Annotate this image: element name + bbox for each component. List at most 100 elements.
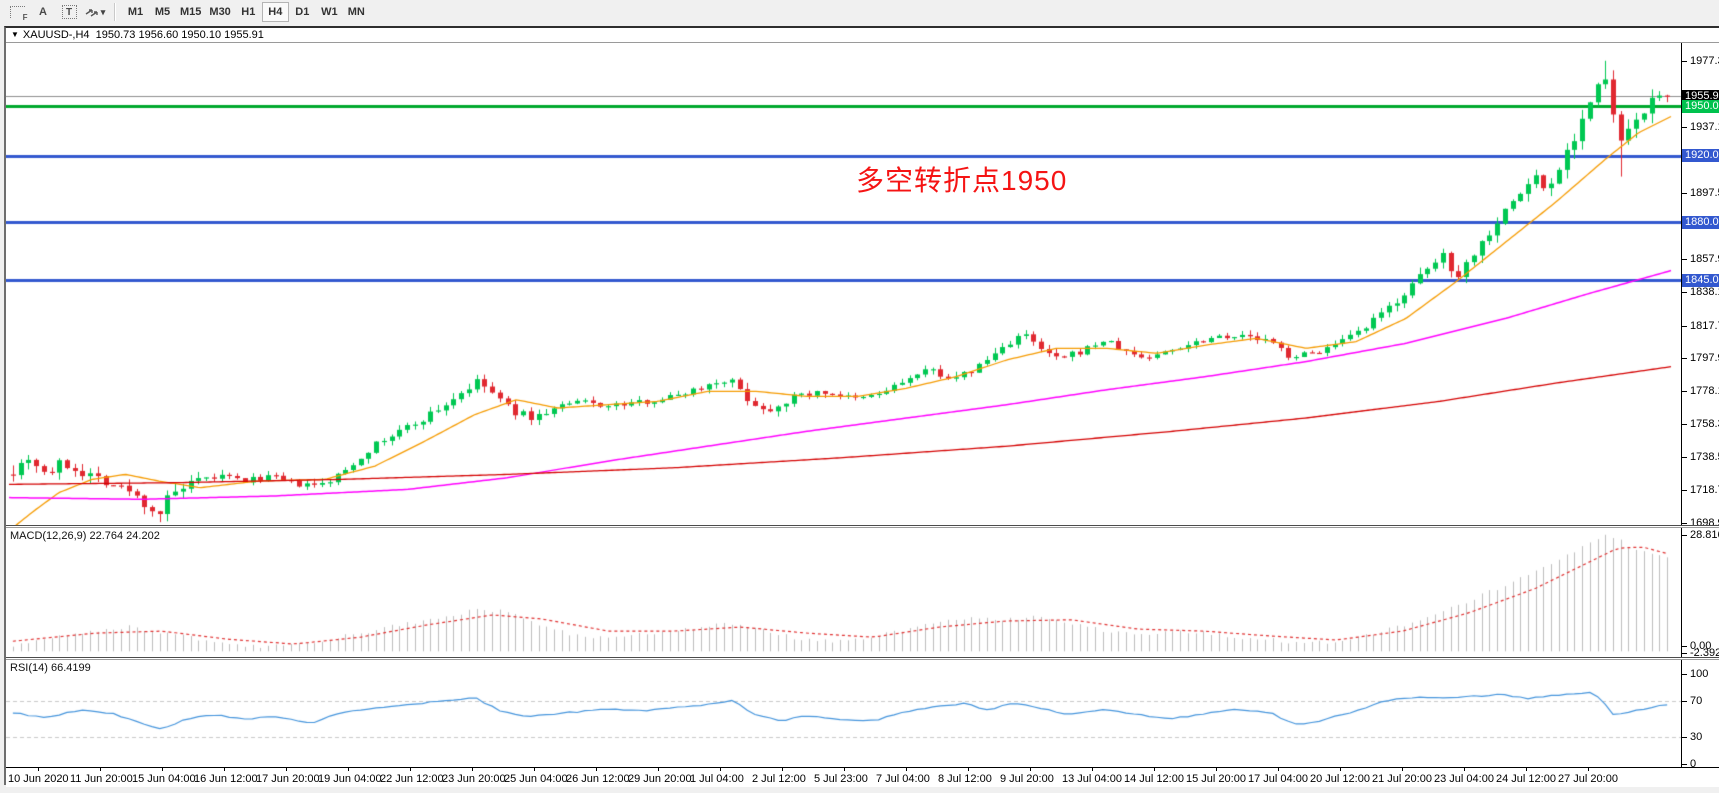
price-axis[interactable]: 1977.30 1937.10 1897.50 1857.90 1838.10 1817.… bbox=[1681, 43, 1719, 525]
date-tick bbox=[1154, 768, 1155, 771]
price-tick-label: 1797.90 bbox=[1682, 352, 1719, 364]
date-label: 15 Jun 04:00 bbox=[132, 773, 196, 785]
arrows-style-icon[interactable]: ▾ bbox=[82, 2, 108, 22]
price-badge: 1955.91 bbox=[1682, 89, 1719, 103]
macd-tick-label: 28.816 bbox=[1682, 529, 1719, 541]
macd-tick-label: 0.00 bbox=[1682, 640, 1711, 652]
date-label: 5 Jul 23:00 bbox=[814, 773, 868, 785]
timeframe-w1-button[interactable]: W1 bbox=[316, 2, 343, 22]
rsi-axis: 100 70 30 0 bbox=[1681, 660, 1719, 767]
timeframe-mn-button[interactable]: MN bbox=[343, 2, 370, 22]
price-tick-label: 1738.50 bbox=[1682, 451, 1719, 463]
top-toolbar: F A T ▾ M1 M5 M15 M30 H1 H4 D1 W1 MN bbox=[0, 0, 1719, 24]
collapse-triangle-icon[interactable]: ▼ bbox=[11, 30, 19, 39]
date-tick bbox=[596, 768, 597, 771]
rsi-tick-label: 100 bbox=[1682, 668, 1708, 680]
rsi-panel: RSI(14) 66.4199 100 70 30 0 bbox=[6, 660, 1719, 767]
rsi-label: RSI(14) 66.4199 bbox=[10, 662, 91, 674]
price-annotation-text: 多空转折点1950 bbox=[856, 165, 1068, 196]
date-label: 23 Jul 04:00 bbox=[1434, 773, 1494, 785]
rsi-tick-label: 30 bbox=[1682, 731, 1702, 743]
timeframe-h4-button[interactable]: H4 bbox=[261, 2, 289, 22]
date-tick bbox=[658, 768, 659, 771]
main-price-panel: 多空转折点1950 1977.30 1937.10 1897.50 1857.90 18… bbox=[6, 43, 1719, 525]
timeframe-m15-button[interactable]: M15 bbox=[176, 2, 205, 22]
date-tick bbox=[534, 768, 535, 771]
date-tick bbox=[286, 768, 287, 771]
date-tick bbox=[1588, 768, 1589, 771]
rsi-tick-label: 70 bbox=[1682, 695, 1702, 707]
price-badge: 1845.00 bbox=[1682, 273, 1719, 287]
date-label: 24 Jul 12:00 bbox=[1496, 773, 1556, 785]
date-tick bbox=[100, 768, 101, 771]
date-tick bbox=[410, 768, 411, 771]
price-tick-label: 1897.50 bbox=[1682, 187, 1719, 199]
date-tick bbox=[348, 768, 349, 771]
price-tick-label: 1718.70 bbox=[1682, 484, 1719, 496]
date-label: 17 Jul 04:00 bbox=[1248, 773, 1308, 785]
date-tick bbox=[1278, 768, 1279, 771]
rsi-canvas[interactable] bbox=[6, 660, 1682, 767]
date-tick bbox=[906, 768, 907, 771]
timeframe-m5-button[interactable]: M5 bbox=[149, 2, 176, 22]
price-badge: 1880.00 bbox=[1682, 215, 1719, 229]
price-tick-label: 1838.10 bbox=[1682, 286, 1719, 298]
date-label: 20 Jul 12:00 bbox=[1310, 773, 1370, 785]
date-tick bbox=[720, 768, 721, 771]
chart-window: ▼ XAUUSD-,H4 1950.73 1956.60 1950.10 195… bbox=[4, 26, 1719, 789]
price-tick-label: 1977.30 bbox=[1682, 55, 1719, 67]
timeframe-m1-button[interactable]: M1 bbox=[122, 2, 149, 22]
panel-separator[interactable] bbox=[6, 525, 1719, 528]
chart-title: XAUUSD-,H4 1950.73 1956.60 1950.10 1955.… bbox=[22, 29, 264, 41]
date-label: 27 Jul 20:00 bbox=[1558, 773, 1618, 785]
date-tick bbox=[1030, 768, 1031, 771]
text-label-icon[interactable]: A bbox=[39, 6, 47, 18]
main-chart-canvas[interactable] bbox=[6, 43, 1682, 525]
date-label: 26 Jun 12:00 bbox=[566, 773, 630, 785]
chart-title-bar[interactable]: ▼ XAUUSD-,H4 1950.73 1956.60 1950.10 195… bbox=[6, 28, 1719, 43]
price-tick-label: 1698.90 bbox=[1682, 517, 1719, 525]
date-tick bbox=[1402, 768, 1403, 771]
date-label: 15 Jul 20:00 bbox=[1186, 773, 1246, 785]
date-tick bbox=[968, 768, 969, 771]
date-label: 10 Jun 2020 bbox=[8, 773, 69, 785]
date-label: 25 Jun 04:00 bbox=[504, 773, 568, 785]
text-box-icon[interactable]: T bbox=[56, 2, 82, 22]
timeframe-h1-button[interactable]: H1 bbox=[235, 2, 262, 22]
date-label: 11 Jun 20:00 bbox=[70, 773, 133, 785]
status-strip bbox=[0, 787, 1719, 793]
price-tick-label: 1817.70 bbox=[1682, 320, 1719, 332]
date-tick bbox=[782, 768, 783, 771]
date-label: 1 Jul 04:00 bbox=[690, 773, 744, 785]
date-tick bbox=[844, 768, 845, 771]
price-tick-label: 1857.90 bbox=[1682, 253, 1719, 265]
date-label: 23 Jun 20:00 bbox=[442, 773, 506, 785]
dropdown-caret-icon[interactable]: ▾ bbox=[100, 6, 106, 17]
arrows-icon bbox=[85, 9, 98, 17]
date-label: 21 Jul 20:00 bbox=[1372, 773, 1432, 785]
date-tick bbox=[1464, 768, 1465, 771]
macd-canvas[interactable] bbox=[6, 528, 1682, 657]
macd-panel: MACD(12,26,9) 22.764 24.202 28.816 0.00-2… bbox=[6, 528, 1719, 657]
price-tick-label: 1758.30 bbox=[1682, 418, 1719, 430]
date-label: 29 Jun 20:00 bbox=[628, 773, 692, 785]
timeframe-d1-button[interactable]: D1 bbox=[289, 2, 316, 22]
date-tick bbox=[1340, 768, 1341, 771]
date-label: 9 Jul 20:00 bbox=[1000, 773, 1054, 785]
macd-axis: 28.816 0.00-2.3925 bbox=[1681, 528, 1719, 657]
date-label: 17 Jun 20:00 bbox=[256, 773, 320, 785]
macd-tick-label: -2.3925 bbox=[1682, 647, 1719, 657]
toolbar-separator bbox=[114, 3, 116, 21]
date-label: 13 Jul 04:00 bbox=[1062, 773, 1122, 785]
date-label: 8 Jul 12:00 bbox=[938, 773, 992, 785]
chart-shift-icon[interactable]: F bbox=[4, 2, 30, 22]
panel-separator[interactable] bbox=[6, 657, 1719, 660]
date-label: 16 Jun 12:00 bbox=[194, 773, 258, 785]
price-tick-label: 1937.10 bbox=[1682, 121, 1719, 133]
date-tick bbox=[38, 768, 39, 771]
date-axis[interactable]: 10 Jun 2020 11 Jun 20:00 15 Jun 04:00 16 Ju… bbox=[6, 767, 1719, 789]
price-tick-label: 1778.10 bbox=[1682, 385, 1719, 397]
timeframe-m30-button[interactable]: M30 bbox=[205, 2, 234, 22]
rsi-tick-label: 0 bbox=[1682, 758, 1696, 767]
date-tick bbox=[224, 768, 225, 771]
